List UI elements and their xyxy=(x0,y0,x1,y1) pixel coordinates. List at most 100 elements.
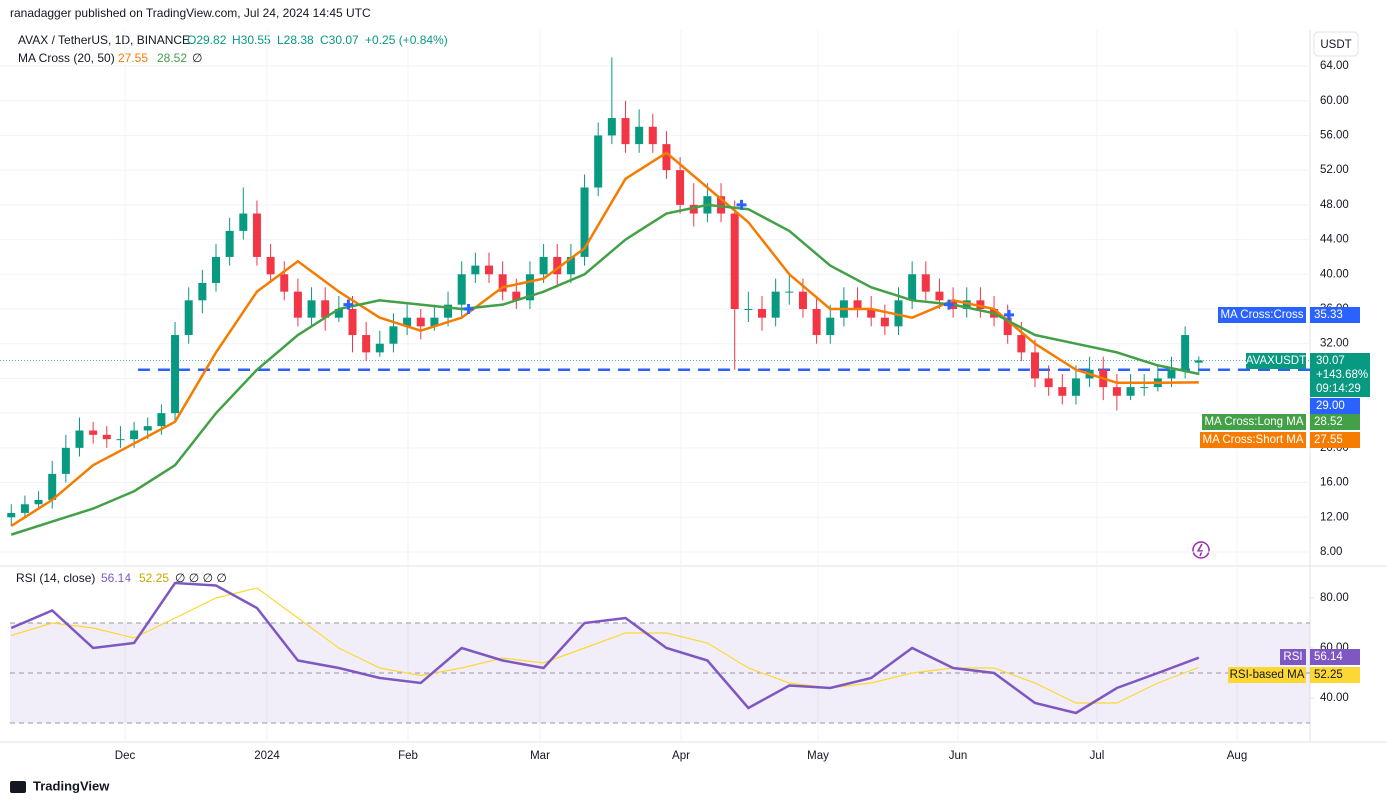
badge-name: RSI-based MA xyxy=(1230,669,1305,681)
candle xyxy=(1181,326,1190,379)
candle-body xyxy=(157,413,166,427)
x-tick-label: Apr xyxy=(672,750,690,762)
candle xyxy=(539,243,548,283)
candle-body xyxy=(580,187,589,257)
y-tick-label: 80.00 xyxy=(1320,592,1349,604)
ma-value: 28.52 xyxy=(157,51,187,65)
candle-body xyxy=(225,230,234,257)
candle-body xyxy=(1181,335,1190,370)
candle xyxy=(867,295,876,327)
candle-body xyxy=(34,499,43,505)
candle xyxy=(75,417,84,457)
badge-name: MA Cross:Long MA xyxy=(1204,416,1303,428)
candle-body xyxy=(730,213,739,309)
candle xyxy=(184,287,193,344)
y-tick-label: 32.00 xyxy=(1320,338,1349,350)
candle xyxy=(89,421,98,444)
candle xyxy=(362,322,371,362)
badge-value: 56.14 xyxy=(1314,651,1343,663)
candle-body xyxy=(280,274,289,292)
candle-body xyxy=(7,512,16,518)
candle xyxy=(771,278,780,327)
candle xyxy=(171,322,180,422)
candle xyxy=(1031,339,1039,388)
candle-body xyxy=(444,304,453,318)
candle xyxy=(1140,374,1149,396)
ohlc: +0.25 (+0.84%) xyxy=(365,33,448,47)
candle-body xyxy=(525,274,534,301)
candle-body xyxy=(635,126,644,145)
candle-body xyxy=(539,256,548,275)
candle xyxy=(444,291,453,327)
ma-extra: ∅ xyxy=(192,51,202,65)
candle xyxy=(416,308,425,340)
candle xyxy=(1058,374,1067,405)
candle-body xyxy=(212,256,220,283)
y-tick-label: 60.00 xyxy=(1320,95,1349,107)
candle-body xyxy=(1058,387,1067,396)
candle-body xyxy=(75,430,84,448)
candle xyxy=(758,295,766,331)
badge-value-bg xyxy=(1310,649,1360,665)
badge-name-bg xyxy=(1280,649,1306,665)
y-tick-label: 52.00 xyxy=(1320,164,1349,176)
candle-body xyxy=(239,213,248,231)
candle xyxy=(662,131,671,179)
candle xyxy=(403,304,412,336)
candle xyxy=(730,200,739,370)
badge-value-bg xyxy=(1310,414,1360,430)
ohlc: O29.82 xyxy=(187,33,227,47)
rsi-extra: ∅ ∅ ∅ ∅ xyxy=(175,571,227,585)
candle xyxy=(553,243,562,288)
ohlc: C30.07 xyxy=(320,33,359,47)
candle-body xyxy=(48,473,57,500)
candle xyxy=(252,200,261,266)
candle-body xyxy=(321,300,330,318)
rsi-value: 56.14 xyxy=(101,571,131,585)
last-name: AVAXUSDT xyxy=(1246,355,1306,367)
candle xyxy=(1194,356,1203,376)
brand: TradingView xyxy=(33,778,110,793)
candle-body xyxy=(116,439,125,441)
candle-body xyxy=(662,144,671,171)
publisher: ranadagger published on TradingView.com,… xyxy=(10,6,371,20)
candle-body xyxy=(143,426,152,431)
candle-body xyxy=(184,300,193,336)
hline-label: 29.00 xyxy=(1316,400,1345,412)
candle xyxy=(225,217,234,266)
candle xyxy=(7,504,16,526)
candle xyxy=(607,57,616,145)
y-tick-label: 40.00 xyxy=(1320,692,1349,704)
candle-body xyxy=(908,274,917,301)
candle-body xyxy=(334,308,343,318)
candle xyxy=(853,287,862,318)
candle-body xyxy=(403,317,412,327)
candle-body xyxy=(389,326,398,344)
candle-body xyxy=(416,317,425,327)
badge-name-bg xyxy=(1228,667,1306,683)
hline-badge xyxy=(1310,398,1360,414)
cross-marker xyxy=(463,303,474,314)
y-tick-label: 12.00 xyxy=(1320,511,1349,523)
candle xyxy=(648,113,657,153)
candle-body xyxy=(676,170,685,205)
candle-body xyxy=(348,308,357,336)
badge-value: 35.33 xyxy=(1314,309,1343,321)
currency: USDT xyxy=(1320,39,1351,51)
x-tick-label: Dec xyxy=(115,750,136,762)
candle-body xyxy=(1112,387,1121,396)
candle xyxy=(498,261,507,301)
moving-average xyxy=(10,203,1200,536)
candle xyxy=(1126,374,1135,401)
last-price-box xyxy=(1310,353,1370,397)
candle xyxy=(580,174,589,266)
candle-body xyxy=(867,308,876,318)
candle-body xyxy=(171,335,180,414)
badge-value-bg xyxy=(1310,667,1360,683)
candle-body xyxy=(198,282,207,301)
candle xyxy=(1044,365,1053,396)
currency-box[interactable] xyxy=(1313,31,1359,57)
